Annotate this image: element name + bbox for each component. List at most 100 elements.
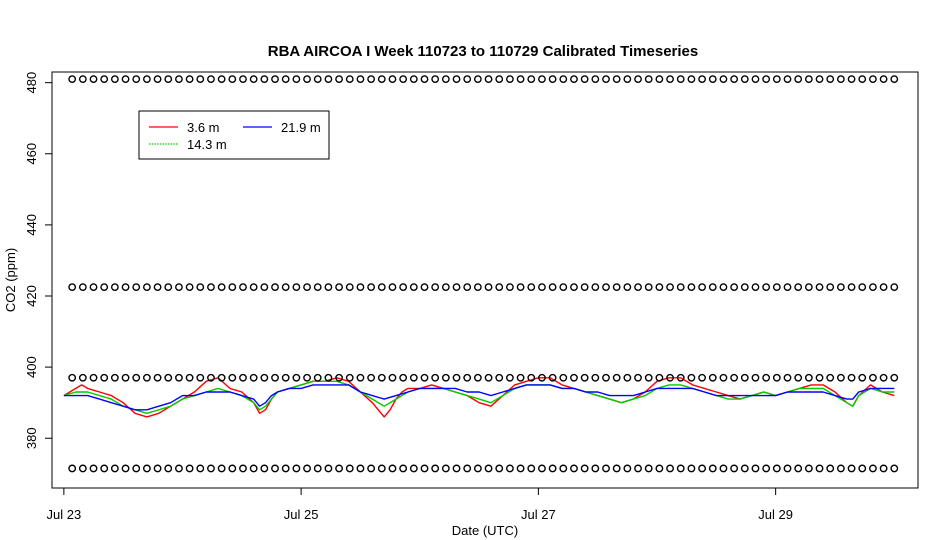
calibration-point — [68, 283, 77, 292]
calibration-point — [890, 75, 899, 84]
calibration-point — [399, 283, 408, 292]
calibration-point — [527, 283, 536, 292]
calibration-point — [858, 464, 867, 473]
calibration-point — [772, 283, 781, 292]
calibration-point — [345, 373, 354, 382]
calibration-point — [217, 464, 226, 473]
calibration-point — [121, 373, 130, 382]
calibration-point — [228, 283, 237, 292]
calibration-point — [313, 75, 322, 84]
calibration-point — [110, 283, 119, 292]
calibration-point — [666, 283, 674, 292]
calibration-point — [772, 464, 781, 473]
x-tick-label: Jul 29 — [758, 507, 793, 522]
calibration-point — [708, 464, 717, 473]
calibration-point — [164, 373, 173, 382]
calibration-point — [687, 75, 696, 84]
legend-label-3-6m: 3.6 m — [187, 120, 220, 135]
calibration-point — [623, 75, 632, 84]
calibration-point — [324, 373, 333, 382]
calibration-point — [473, 373, 482, 382]
calibration-point — [484, 283, 493, 292]
calibration-point — [538, 75, 546, 84]
calibration-point — [335, 283, 343, 292]
calibration-point — [506, 283, 514, 292]
calibration-point — [762, 464, 771, 473]
calibration-point — [132, 283, 141, 292]
calibration-point — [409, 464, 418, 473]
calibration-point — [196, 283, 205, 292]
calibration-point — [740, 75, 749, 84]
calibration-point — [239, 75, 247, 84]
calibration-point — [740, 373, 749, 382]
calibration-point — [612, 283, 621, 292]
calibration-point — [281, 283, 290, 292]
calibration-point — [228, 75, 237, 84]
calibration-point — [463, 283, 472, 292]
calibration-point — [879, 464, 888, 473]
calibration-point — [196, 464, 205, 473]
calibration-point — [143, 283, 151, 292]
calibration-point — [68, 373, 77, 382]
calibration-point — [772, 75, 781, 84]
calibration-point — [441, 283, 450, 292]
calibration-point — [858, 75, 867, 84]
calibration-point — [303, 75, 311, 84]
calibration-point — [548, 373, 557, 382]
calibration-point — [495, 464, 504, 473]
calibration-point — [687, 373, 696, 382]
x-tick-label: Jul 25 — [284, 507, 319, 522]
calibration-point — [580, 373, 589, 382]
calibration-point — [100, 75, 109, 84]
calibration-point — [666, 75, 674, 84]
legend-label-14-3m: 14.3 m — [187, 137, 227, 152]
legend-label-21-9m: 21.9 m — [281, 120, 321, 135]
calibration-point — [858, 283, 867, 292]
calibration-point — [409, 373, 418, 382]
calibration-point — [185, 283, 194, 292]
calibration-point — [452, 283, 461, 292]
calibration-point — [484, 75, 493, 84]
x-axis-label: Date (UTC) — [452, 523, 518, 538]
calibration-point — [559, 373, 568, 382]
calibration-point — [185, 373, 194, 382]
calibration-point — [463, 75, 472, 84]
calibration-point — [153, 283, 162, 292]
calibration-point — [826, 464, 835, 473]
calibration-point — [644, 464, 653, 473]
calibration-point — [377, 373, 386, 382]
calibration-point — [836, 75, 845, 84]
calibration-point — [377, 283, 386, 292]
calibration-point — [804, 75, 813, 84]
calibration-point — [740, 464, 749, 473]
calibration-point — [420, 75, 429, 84]
series-line-21-9-m — [63, 384, 895, 411]
calibration-point — [591, 283, 600, 292]
calibration-point — [591, 464, 600, 473]
calibration-point — [164, 283, 173, 292]
calibration-point — [153, 464, 162, 473]
calibration-point — [153, 373, 162, 382]
calibration-point — [335, 75, 343, 84]
calibration-point — [441, 373, 450, 382]
calibration-point — [335, 464, 343, 473]
calibration-point — [719, 464, 728, 473]
calibration-point — [794, 283, 803, 292]
y-tick-label: 400 — [24, 356, 39, 378]
legend: 3.6 m 14.3 m 21.9 m — [138, 110, 330, 160]
calibration-point — [559, 464, 568, 473]
calibration-point — [538, 464, 546, 473]
calibration-point — [217, 283, 226, 292]
calibration-point — [548, 75, 557, 84]
calibration-point — [644, 373, 653, 382]
calibration-point — [890, 464, 899, 473]
calibration-point — [869, 373, 877, 382]
calibration-point — [655, 464, 664, 473]
calibration-point — [260, 283, 269, 292]
calibration-point — [313, 373, 322, 382]
calibration-point — [324, 464, 333, 473]
calibration-point — [580, 75, 589, 84]
calibration-point — [730, 464, 739, 473]
chart-title: RBA AIRCOA I Week 110723 to 110729 Calib… — [268, 43, 699, 60]
